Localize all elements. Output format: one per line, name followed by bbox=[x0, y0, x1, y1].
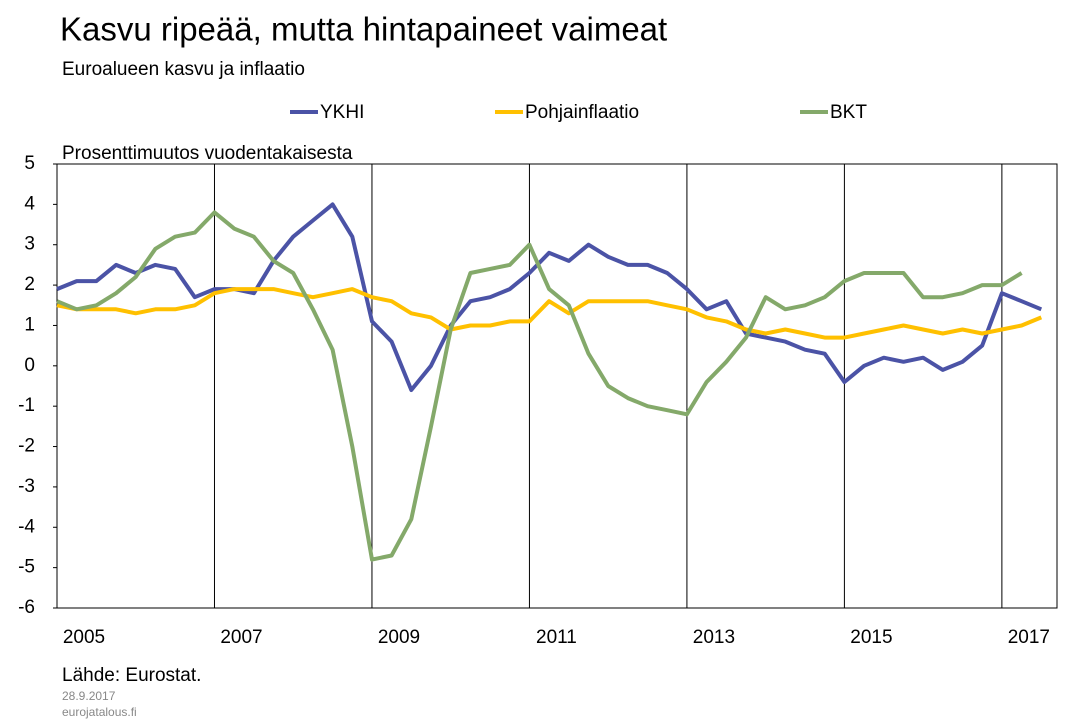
y-tick-label: 3 bbox=[24, 234, 35, 255]
y-tick-label: -4 bbox=[18, 516, 35, 537]
website: eurojatalous.fi bbox=[62, 705, 137, 719]
plot-border bbox=[56, 163, 1058, 609]
line-series bbox=[56, 202, 1043, 392]
y-tick-label: -6 bbox=[18, 597, 35, 618]
x-tick-label: 2007 bbox=[220, 627, 262, 648]
line-series bbox=[56, 210, 1023, 562]
x-tick-label: 2005 bbox=[63, 627, 105, 648]
legend-label: Pohjainflaatio bbox=[525, 102, 639, 123]
source: Lähde: Eurostat. bbox=[62, 665, 201, 686]
y-tick-label: -3 bbox=[18, 476, 35, 497]
date: 28.9.2017 bbox=[62, 689, 116, 703]
x-tick-label: 2017 bbox=[1008, 627, 1050, 648]
y-tick-label: 2 bbox=[24, 274, 35, 295]
y-tick-label: 0 bbox=[24, 355, 35, 376]
x-tick-label: 2013 bbox=[693, 627, 735, 648]
chart-title: Kasvu ripeää, mutta hintapaineet vaimeat bbox=[60, 11, 667, 48]
legend-label: YKHI bbox=[320, 102, 364, 123]
y-tick-label: -2 bbox=[18, 436, 35, 457]
line-series bbox=[56, 287, 1043, 340]
y-tick-label: 4 bbox=[24, 193, 35, 214]
x-tick-label: 2011 bbox=[536, 627, 577, 648]
y-tick-label: -5 bbox=[18, 557, 35, 578]
legend-label: BKT bbox=[830, 102, 867, 123]
x-tick-label: 2015 bbox=[850, 627, 892, 648]
y-tick-label: 1 bbox=[24, 314, 35, 335]
chart-subtitle: Euroalueen kasvu ja inflaatio bbox=[62, 59, 305, 80]
y-axis-label: Prosenttimuutos vuodentakaisesta bbox=[62, 143, 353, 164]
x-tick-label: 2009 bbox=[378, 627, 420, 648]
y-tick-label: -1 bbox=[18, 395, 35, 416]
y-tick-label: 5 bbox=[24, 153, 35, 174]
